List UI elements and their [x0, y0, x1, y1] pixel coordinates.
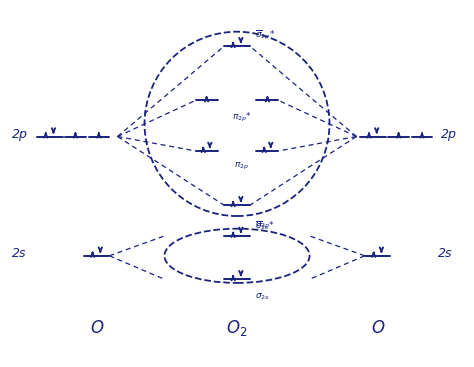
Text: 2p: 2p	[12, 128, 28, 141]
Text: $\overline{\sigma}_{2s}$*: $\overline{\sigma}_{2s}$*	[255, 219, 274, 232]
Text: O: O	[90, 320, 103, 338]
Text: $\sigma_{2p}$: $\sigma_{2p}$	[255, 219, 270, 231]
Text: $\sigma_{2s}$: $\sigma_{2s}$	[255, 292, 269, 302]
Text: 2p: 2p	[441, 128, 456, 141]
Text: O: O	[371, 320, 384, 338]
Text: 2s: 2s	[12, 247, 27, 261]
Text: 2s: 2s	[438, 247, 453, 261]
Text: $O_2$: $O_2$	[226, 319, 248, 338]
Text: $\pi_{2p}$: $\pi_{2p}$	[234, 161, 249, 172]
Text: $\overline{\sigma}_{2p}$*: $\overline{\sigma}_{2p}$*	[255, 29, 275, 42]
Text: $\pi_{2p}$*: $\pi_{2p}$*	[232, 110, 252, 124]
